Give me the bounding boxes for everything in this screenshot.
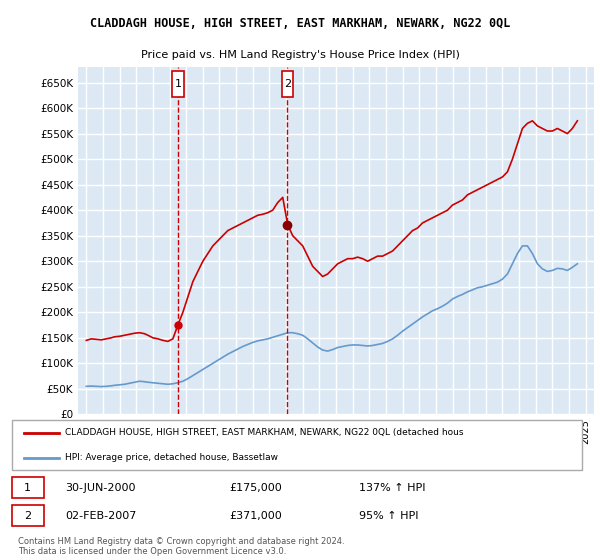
FancyBboxPatch shape: [12, 505, 44, 526]
Text: 30-JUN-2000: 30-JUN-2000: [65, 483, 136, 493]
Text: Price paid vs. HM Land Registry's House Price Index (HPI): Price paid vs. HM Land Registry's House …: [140, 50, 460, 60]
Text: 2: 2: [24, 511, 31, 521]
FancyBboxPatch shape: [12, 420, 582, 470]
Text: Contains HM Land Registry data © Crown copyright and database right 2024.
This d: Contains HM Land Registry data © Crown c…: [18, 537, 344, 556]
FancyBboxPatch shape: [172, 71, 184, 97]
FancyBboxPatch shape: [12, 477, 44, 498]
Text: 1: 1: [24, 483, 31, 493]
Text: 2: 2: [284, 79, 291, 89]
Text: 02-FEB-2007: 02-FEB-2007: [65, 511, 136, 521]
Text: 137% ↑ HPI: 137% ↑ HPI: [359, 483, 425, 493]
Text: £175,000: £175,000: [229, 483, 282, 493]
Text: HPI: Average price, detached house, Bassetlaw: HPI: Average price, detached house, Bass…: [65, 453, 278, 462]
FancyBboxPatch shape: [281, 71, 293, 97]
Text: £371,000: £371,000: [229, 511, 282, 521]
Text: 95% ↑ HPI: 95% ↑ HPI: [359, 511, 418, 521]
Text: CLADDAGH HOUSE, HIGH STREET, EAST MARKHAM, NEWARK, NG22 0QL: CLADDAGH HOUSE, HIGH STREET, EAST MARKHA…: [90, 17, 510, 30]
Text: 1: 1: [175, 79, 181, 89]
Text: CLADDAGH HOUSE, HIGH STREET, EAST MARKHAM, NEWARK, NG22 0QL (detached hous: CLADDAGH HOUSE, HIGH STREET, EAST MARKHA…: [65, 428, 463, 437]
